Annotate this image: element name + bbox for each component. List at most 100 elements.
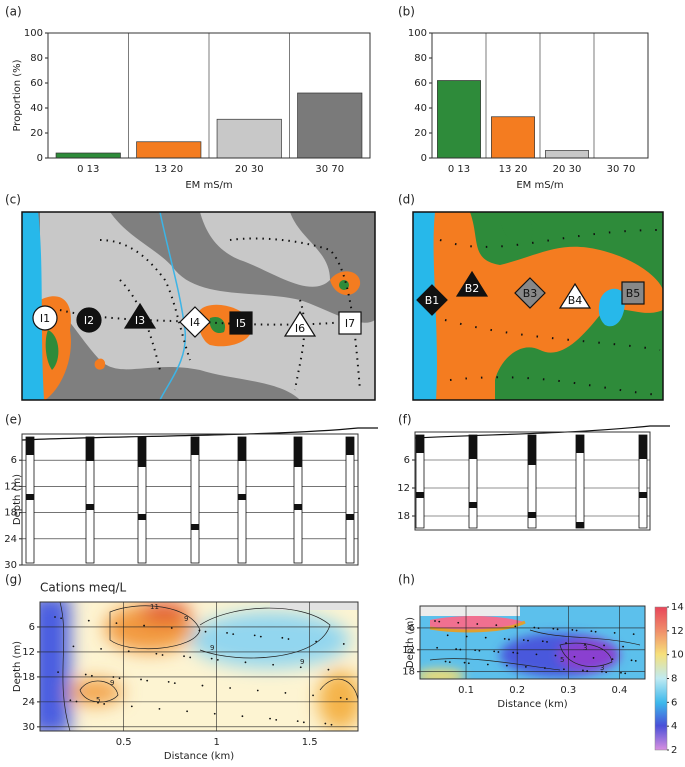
sample-point: [448, 661, 451, 663]
x-axis-label: EM mS/m: [185, 180, 232, 191]
sample-point: [622, 645, 624, 648]
borehole-segment: [576, 522, 584, 528]
sample-point: [459, 648, 462, 651]
site-marker: [338, 311, 362, 335]
site-marker: [229, 311, 253, 335]
sample-point: [565, 642, 567, 644]
site-label: B5: [626, 287, 641, 300]
sample-point: [275, 718, 278, 721]
sample-point: [484, 636, 487, 639]
sample-point: [620, 671, 622, 674]
sample-point: [552, 627, 555, 630]
sample-point: [232, 633, 235, 636]
borehole-segment: [416, 492, 424, 498]
x-tick-label: 30 70: [315, 164, 344, 175]
sample-point: [87, 619, 90, 622]
site-label: B3: [523, 287, 538, 300]
sample-point: [216, 658, 219, 661]
sample-point: [69, 699, 72, 702]
sample-point: [299, 666, 302, 669]
y-tick-label: 6: [29, 622, 35, 633]
sample-point: [97, 701, 99, 704]
y-tick-label: 24: [4, 534, 17, 545]
sample-point: [296, 720, 299, 723]
y-axis-label: Depth (m): [405, 617, 416, 668]
sample-point: [256, 689, 259, 692]
y-tick-label: 0: [37, 153, 43, 164]
sample-point: [167, 681, 170, 683]
site-marker: [621, 281, 645, 305]
colorbar-tick-label: 8: [671, 674, 677, 685]
bar: [491, 116, 535, 159]
sample-point: [302, 721, 305, 724]
sample-point: [60, 617, 63, 620]
sample-point: [624, 672, 627, 675]
bar: [136, 141, 202, 159]
sample-point: [455, 648, 458, 650]
site-marker: [179, 306, 211, 338]
y-tick-label: 80: [30, 53, 43, 64]
sample-point: [146, 679, 149, 682]
x-axis-label: Distance (km): [497, 699, 567, 710]
contour-label: 3: [583, 644, 587, 652]
x-tick-label: 13 20: [499, 164, 528, 175]
sample-point: [204, 630, 207, 633]
site-label: B2: [465, 282, 480, 295]
contour-field: [420, 606, 645, 679]
borehole-segment: [528, 512, 536, 518]
y-tick-label: 12: [4, 481, 17, 492]
map-frame: [412, 211, 664, 401]
y-tick-label: 60: [30, 78, 43, 89]
bar: [297, 92, 363, 159]
sample-point: [287, 638, 290, 640]
ground-surface: [21, 427, 378, 441]
x-tick-label: 0 13: [77, 164, 99, 175]
site-marker: [455, 270, 489, 297]
sample-point: [601, 670, 603, 673]
y-tick-label: 100: [24, 28, 43, 39]
sample-point: [465, 635, 468, 638]
panel-label: (g): [5, 573, 22, 587]
y-tick-label: 18: [402, 667, 415, 678]
y-tick-label: 12: [22, 647, 35, 658]
sample-point: [183, 655, 185, 658]
site-label: B1: [425, 294, 440, 307]
borehole: [190, 436, 200, 564]
sample-point: [259, 635, 262, 638]
plot-frame: [21, 433, 359, 566]
contour-label: 3: [600, 664, 604, 672]
sample-point: [584, 643, 586, 646]
y-tick-label: 12: [402, 645, 415, 656]
borehole-segment: [238, 494, 246, 500]
map-d: [413, 212, 663, 400]
contour-label: 9: [210, 644, 214, 652]
sample-point: [463, 661, 466, 664]
y-tick-label: 40: [30, 103, 43, 114]
contour-field: [40, 602, 358, 731]
site-marker: [123, 302, 157, 329]
sample-point: [546, 640, 548, 643]
sample-point: [312, 694, 314, 697]
site-label: B4: [568, 294, 583, 307]
sample-point: [434, 620, 436, 622]
x-tick-label: 30 70: [607, 164, 636, 175]
sample-point: [446, 634, 449, 637]
contour-label: 5: [560, 656, 564, 664]
sample-point: [467, 662, 470, 665]
sample-point: [592, 657, 595, 659]
ground-surface: [414, 425, 670, 439]
contour-label: 11: [150, 603, 159, 611]
sample-point: [474, 649, 477, 652]
site-label: I1: [40, 312, 50, 325]
sample-point: [522, 639, 525, 641]
panel-label: (h): [398, 573, 415, 587]
borehole-segment: [294, 504, 302, 510]
sample-point: [198, 629, 201, 632]
y-tick-label: 6: [11, 455, 17, 466]
plot-frame: [431, 32, 649, 159]
sample-point: [72, 645, 75, 648]
borehole-segment: [528, 435, 536, 465]
sample-point: [226, 632, 228, 634]
x-tick-label: 0.3: [560, 685, 576, 696]
sample-point: [327, 668, 330, 671]
